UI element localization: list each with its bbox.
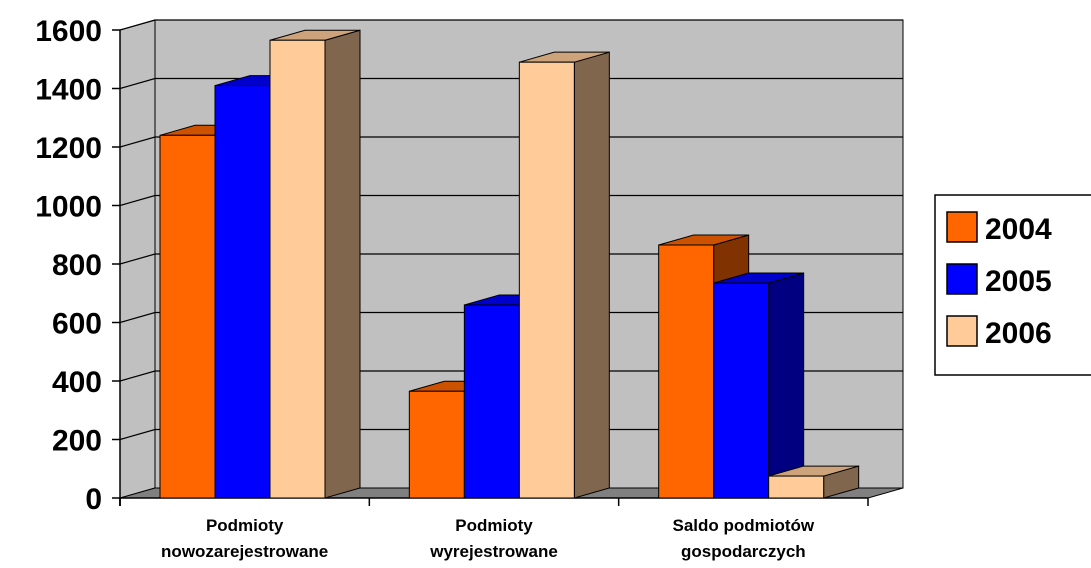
gridline: [119, 311, 903, 324]
gridline: [119, 136, 903, 148]
gridline: [119, 194, 903, 207]
x-category-label: nowozarejestrowane: [161, 542, 328, 561]
bar-2005-1: [463, 304, 520, 499]
x-category-label: Saldo podmiotów: [673, 516, 815, 535]
gridline: [119, 19, 903, 31]
x-category-label: wyrejestrowane: [429, 542, 558, 561]
y-tick-label: 200: [52, 425, 102, 458]
legend-label-2004: 2004: [985, 213, 1052, 246]
y-tick-label: 600: [52, 308, 102, 341]
y-tick-label: 0: [85, 483, 102, 516]
bar-side-2006-1: [573, 51, 610, 499]
gridline: [119, 428, 903, 441]
bar-2004-1: [408, 390, 465, 499]
y-tick-label: 400: [52, 366, 102, 399]
bar-2004-2: [658, 244, 715, 499]
y-tick-label: 800: [52, 249, 102, 282]
legend-label-2005: 2005: [985, 265, 1052, 298]
gridline: [119, 253, 903, 265]
bar-side-2005-2: [768, 272, 805, 499]
legend: 2004 2005 2006: [934, 194, 1091, 376]
y-tick-label: 1600: [35, 15, 102, 48]
legend-label-2006: 2006: [985, 317, 1052, 350]
bar-2006-2: [768, 475, 825, 499]
bar-2005-2: [713, 282, 770, 499]
gridline: [119, 77, 903, 90]
y-tick-label: 1000: [35, 191, 102, 224]
x-category-label: gospodarczych: [681, 542, 806, 561]
x-axis-labels: Podmioty nowozarejestrowane Podmioty wyreje…: [161, 516, 815, 561]
legend-swatch-2006: [946, 315, 978, 347]
legend-swatch-2004: [946, 211, 978, 243]
gridlines: [119, 19, 903, 441]
x-category-label: Podmioty: [455, 516, 533, 535]
bar-2005-0: [214, 85, 271, 499]
bar-2006-1: [518, 61, 575, 499]
y-tick-label: 1400: [35, 74, 102, 107]
y-tick-label: 1200: [35, 132, 102, 165]
bar-side-2006-0: [324, 29, 361, 499]
legend-swatch-2005: [946, 263, 978, 295]
gridline: [119, 370, 903, 382]
y-axis-ticks: 0 200 400 600 800 1000 1200 1400 1600: [35, 15, 120, 516]
bars: [159, 29, 860, 499]
bar-2006-0: [269, 39, 326, 499]
bar-2004-0: [159, 134, 216, 499]
x-category-label: Podmioty: [206, 516, 284, 535]
